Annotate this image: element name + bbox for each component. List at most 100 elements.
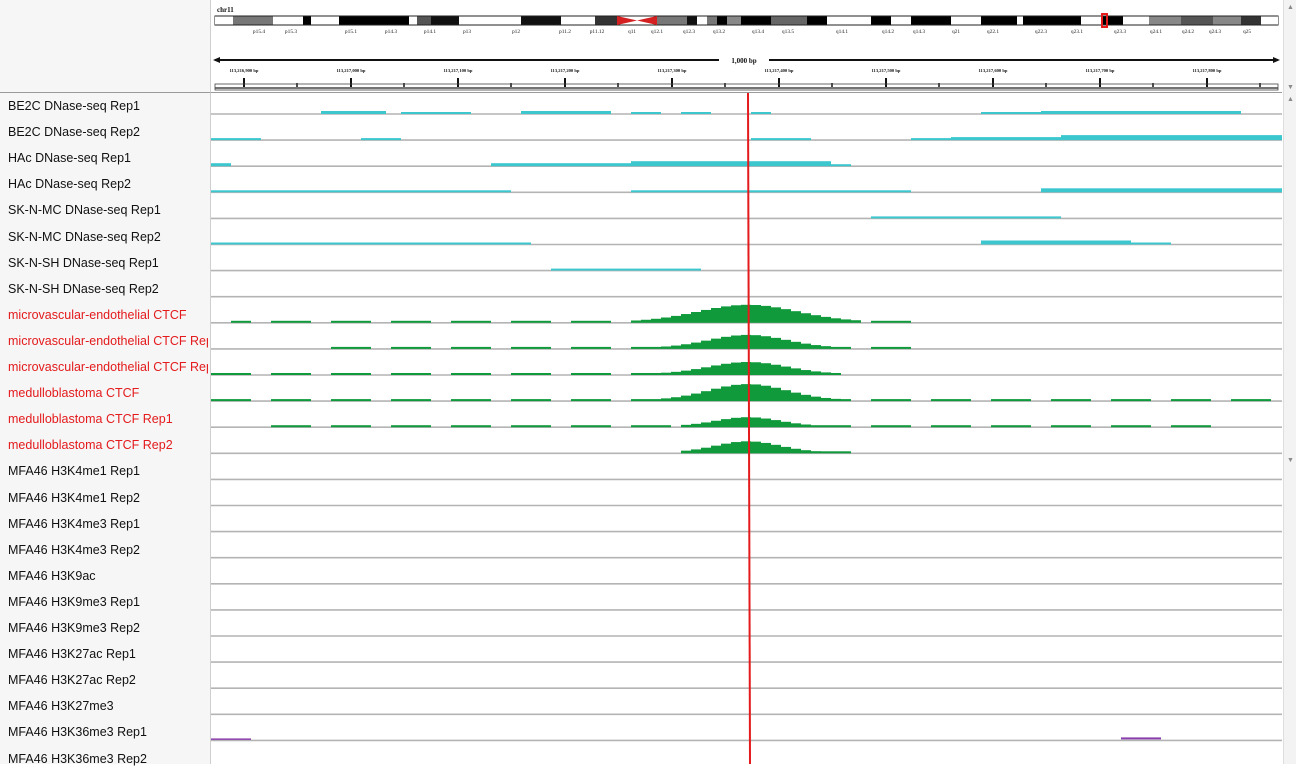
track-name-label[interactable]: MFA46 H3K9ac <box>8 568 96 583</box>
track-name-label[interactable]: medulloblastoma CTCF <box>8 386 140 401</box>
signal-bar <box>951 425 961 428</box>
ideogram-band-label: q13.4 <box>752 29 764 35</box>
ideogram-band-label: p12 <box>512 29 520 35</box>
track-name-label[interactable]: HAc DNase-seq Rep1 <box>8 151 131 166</box>
chromosome-ideogram[interactable]: p15.4 p15.3 p15.1 p14.3 p14.1 p13 p12 p11.2 p11.… <box>214 13 1279 35</box>
track-name-label[interactable]: MFA46 H3K4me1 Rep1 <box>8 464 141 479</box>
signal-bar <box>821 425 831 428</box>
track-name-label[interactable]: microvascular-endothelial CTCF Rep1 <box>8 333 208 348</box>
signal-bar <box>681 370 691 375</box>
signal-bar <box>641 399 651 402</box>
track-name-label[interactable]: MFA46 H3K9me3 Rep1 <box>8 594 141 609</box>
signal-bar <box>471 320 481 323</box>
signal-bar <box>601 373 611 375</box>
track-name-label[interactable]: MFA46 H3K27ac Rep1 <box>8 647 136 662</box>
signal-bar <box>701 340 711 349</box>
track-names-panel[interactable]: BE2C DNase-seq Rep1 BE2C DNase-seq Rep2 HA… <box>0 93 211 766</box>
scroll-down-icon[interactable]: ▼ <box>1287 457 1294 464</box>
track-row <box>211 240 1282 246</box>
ideogram-band-label: q24.2 <box>1182 29 1194 35</box>
scroll-down-icon[interactable]: ▼ <box>1287 84 1294 91</box>
signal-bar <box>591 320 601 323</box>
signal-bar <box>801 394 811 402</box>
vertical-scrollbar[interactable]: ▲ ▼ ▲ ▼ <box>1283 0 1296 764</box>
signal-bar <box>691 369 701 375</box>
track-name-label[interactable]: SK-N-MC DNase-seq Rep2 <box>8 229 161 244</box>
signal-bar <box>711 338 721 349</box>
ideogram-band <box>339 16 409 25</box>
track-name-label[interactable]: SK-N-SH DNase-seq Rep2 <box>8 281 159 296</box>
ideogram-band-label: q24.3 <box>1209 29 1221 35</box>
track-name-label[interactable]: medulloblastoma CTCF Rep1 <box>8 412 173 427</box>
signal-bar <box>791 392 801 402</box>
scroll-up-icon[interactable]: ▲ <box>1287 96 1294 103</box>
signal-bar <box>721 443 731 454</box>
ideogram-band <box>215 16 229 25</box>
signal-bar <box>541 346 551 349</box>
signal-bar <box>781 309 791 323</box>
signal-bar <box>831 373 841 375</box>
ideogram-band <box>717 16 727 25</box>
track-name-label[interactable]: SK-N-SH DNase-seq Rep1 <box>8 255 159 270</box>
ideogram-band <box>727 16 741 25</box>
track-name-label[interactable]: medulloblastoma CTCF Rep2 <box>8 438 173 453</box>
ruler[interactable]: 1,000 bp 113,216,900 bp 113,217,000 bp 113… <box>213 57 1280 91</box>
track-name-label[interactable]: MFA46 H3K4me3 Rep2 <box>8 542 141 557</box>
ideogram-band-label: q13.2 <box>713 29 725 35</box>
signal-bar <box>1011 425 1021 428</box>
signal-bar <box>1241 399 1251 402</box>
signal-bar <box>1181 425 1191 428</box>
track-name-label[interactable]: microvascular-endothelial CTCF <box>8 307 187 322</box>
signal-bar <box>541 373 551 375</box>
signal-bar <box>751 362 761 375</box>
signal-bar <box>1171 399 1181 402</box>
track-name-label[interactable]: SK-N-MC DNase-seq Rep1 <box>8 203 161 218</box>
ideogram-band <box>1181 16 1213 25</box>
ideogram-band <box>981 16 1017 25</box>
signal-bar <box>601 320 611 323</box>
signal-bar <box>701 447 711 454</box>
track-name-label[interactable]: MFA46 H3K9me3 Rep2 <box>8 621 141 635</box>
signal-bar <box>1081 425 1091 428</box>
signal-bar <box>741 304 751 323</box>
signal-bar <box>221 373 231 375</box>
signal-bar <box>571 346 581 349</box>
signal-bar <box>811 371 821 375</box>
signal-bar <box>331 346 341 349</box>
track-name-label[interactable]: HAc DNase-seq Rep2 <box>8 177 131 192</box>
signal-bar <box>891 399 901 402</box>
signal-bar <box>761 363 771 375</box>
signal-segment <box>211 738 251 740</box>
track-name-label[interactable]: MFA46 H3K36me3 Rep1 <box>8 725 147 740</box>
signal-bar <box>241 320 251 323</box>
signal-bar <box>691 449 701 454</box>
signal-segment <box>631 190 751 193</box>
signal-bar <box>741 441 751 454</box>
track-data-canvas[interactable] <box>211 92 1282 768</box>
track-name-label[interactable]: BE2C DNase-seq Rep1 <box>8 99 141 113</box>
track-name-label[interactable]: MFA46 H3K36me3 Rep2 <box>8 751 147 766</box>
signal-bar <box>351 399 361 402</box>
scroll-up-icon[interactable]: ▲ <box>1287 4 1294 11</box>
signal-bar <box>731 417 741 428</box>
ideogram-and-ruler[interactable]: chr11 p15.4 p15.3 p15.1 p14.3 p14.1 p13 p12 p11… <box>211 0 1282 92</box>
ideogram-bands <box>215 16 1278 25</box>
signal-bar <box>391 399 401 402</box>
ideogram-band <box>311 16 339 25</box>
signal-bar <box>1191 399 1201 402</box>
track-name-label[interactable]: MFA46 H3K27me3 <box>8 699 114 714</box>
signal-bar <box>1011 399 1021 402</box>
ideogram-band-label: q24.1 <box>1150 29 1162 35</box>
signal-bar <box>761 336 771 349</box>
ideogram-band <box>233 16 273 25</box>
signal-segment <box>981 112 1041 114</box>
track-name-label[interactable]: BE2C DNase-seq Rep2 <box>8 125 141 140</box>
track-name-label[interactable]: MFA46 H3K4me1 Rep2 <box>8 490 141 505</box>
track-name-label[interactable]: MFA46 H3K27ac Rep2 <box>8 673 136 688</box>
chromosome-label: chr11 <box>217 6 234 14</box>
track-name-label[interactable]: microvascular-endothelial CTCF Rep2 <box>8 360 208 374</box>
track-data-panel[interactable] <box>211 92 1282 768</box>
track-name-label[interactable]: MFA46 H3K4me3 Rep1 <box>8 516 141 531</box>
signal-bar <box>721 386 731 402</box>
signal-bar <box>681 450 691 454</box>
